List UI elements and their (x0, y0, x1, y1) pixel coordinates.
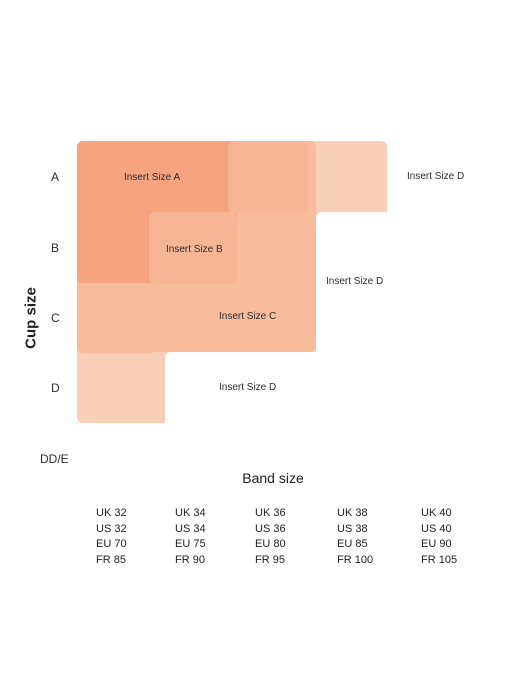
band-uk: UK 36 (255, 507, 286, 519)
row-label-c: C (51, 311, 60, 325)
band-fr: FR 100 (337, 553, 374, 566)
label-insert-d-row-a: Insert Size D (407, 171, 465, 182)
label-insert-d-row-d: Insert Size D (219, 382, 277, 393)
band-us: US 36 (255, 522, 286, 535)
band-eu: EU 90 (421, 538, 452, 550)
band-size-column: UK 40 US 40 EU 90 FR 105 (421, 506, 457, 568)
x-axis-label: Band size (242, 470, 304, 486)
band-uk: UK 32 (96, 507, 127, 519)
band-size-column: UK 34 US 34 EU 75 FR 90 (175, 506, 206, 568)
band-us: US 38 (337, 522, 368, 535)
row-label-d: D (51, 381, 60, 395)
band-uk: UK 40 (421, 507, 452, 519)
empty-area-top-right (387, 141, 427, 221)
band-us: US 40 (421, 522, 452, 535)
label-insert-b: Insert Size B (166, 244, 223, 255)
band-size-column: UK 32 US 32 EU 70 FR 85 (96, 506, 127, 568)
y-axis-label: Cup size (22, 287, 40, 349)
zone-insert-c-left (77, 283, 157, 353)
band-size-column: UK 36 US 36 EU 80 FR 95 (255, 506, 286, 568)
label-insert-c: Insert Size C (219, 311, 277, 322)
band-eu: EU 80 (255, 538, 286, 550)
band-eu: EU 75 (175, 538, 206, 550)
band-fr: FR 90 (175, 553, 205, 566)
band-eu: EU 85 (337, 538, 368, 550)
band-us: US 32 (96, 522, 127, 535)
empty-area-bottom (165, 352, 425, 432)
band-fr: FR 105 (421, 553, 458, 566)
band-eu: EU 70 (96, 538, 127, 550)
label-insert-a: Insert Size A (124, 172, 181, 183)
zone-insert-b (149, 212, 237, 284)
band-us: US 34 (175, 522, 206, 535)
band-uk: UK 38 (337, 507, 368, 519)
label-insert-d-row-b: Insert Size D (326, 276, 384, 287)
band-uk: UK 34 (175, 507, 206, 519)
row-label-b: B (51, 241, 60, 255)
band-fr: FR 95 (255, 553, 285, 566)
row-label-dd-e: DD/E (40, 452, 69, 466)
band-fr: FR 85 (96, 553, 126, 566)
row-label-a: A (51, 170, 60, 184)
band-size-column: UK 38 US 38 EU 85 FR 100 (337, 506, 373, 568)
zone-insert-b-top (228, 141, 308, 213)
